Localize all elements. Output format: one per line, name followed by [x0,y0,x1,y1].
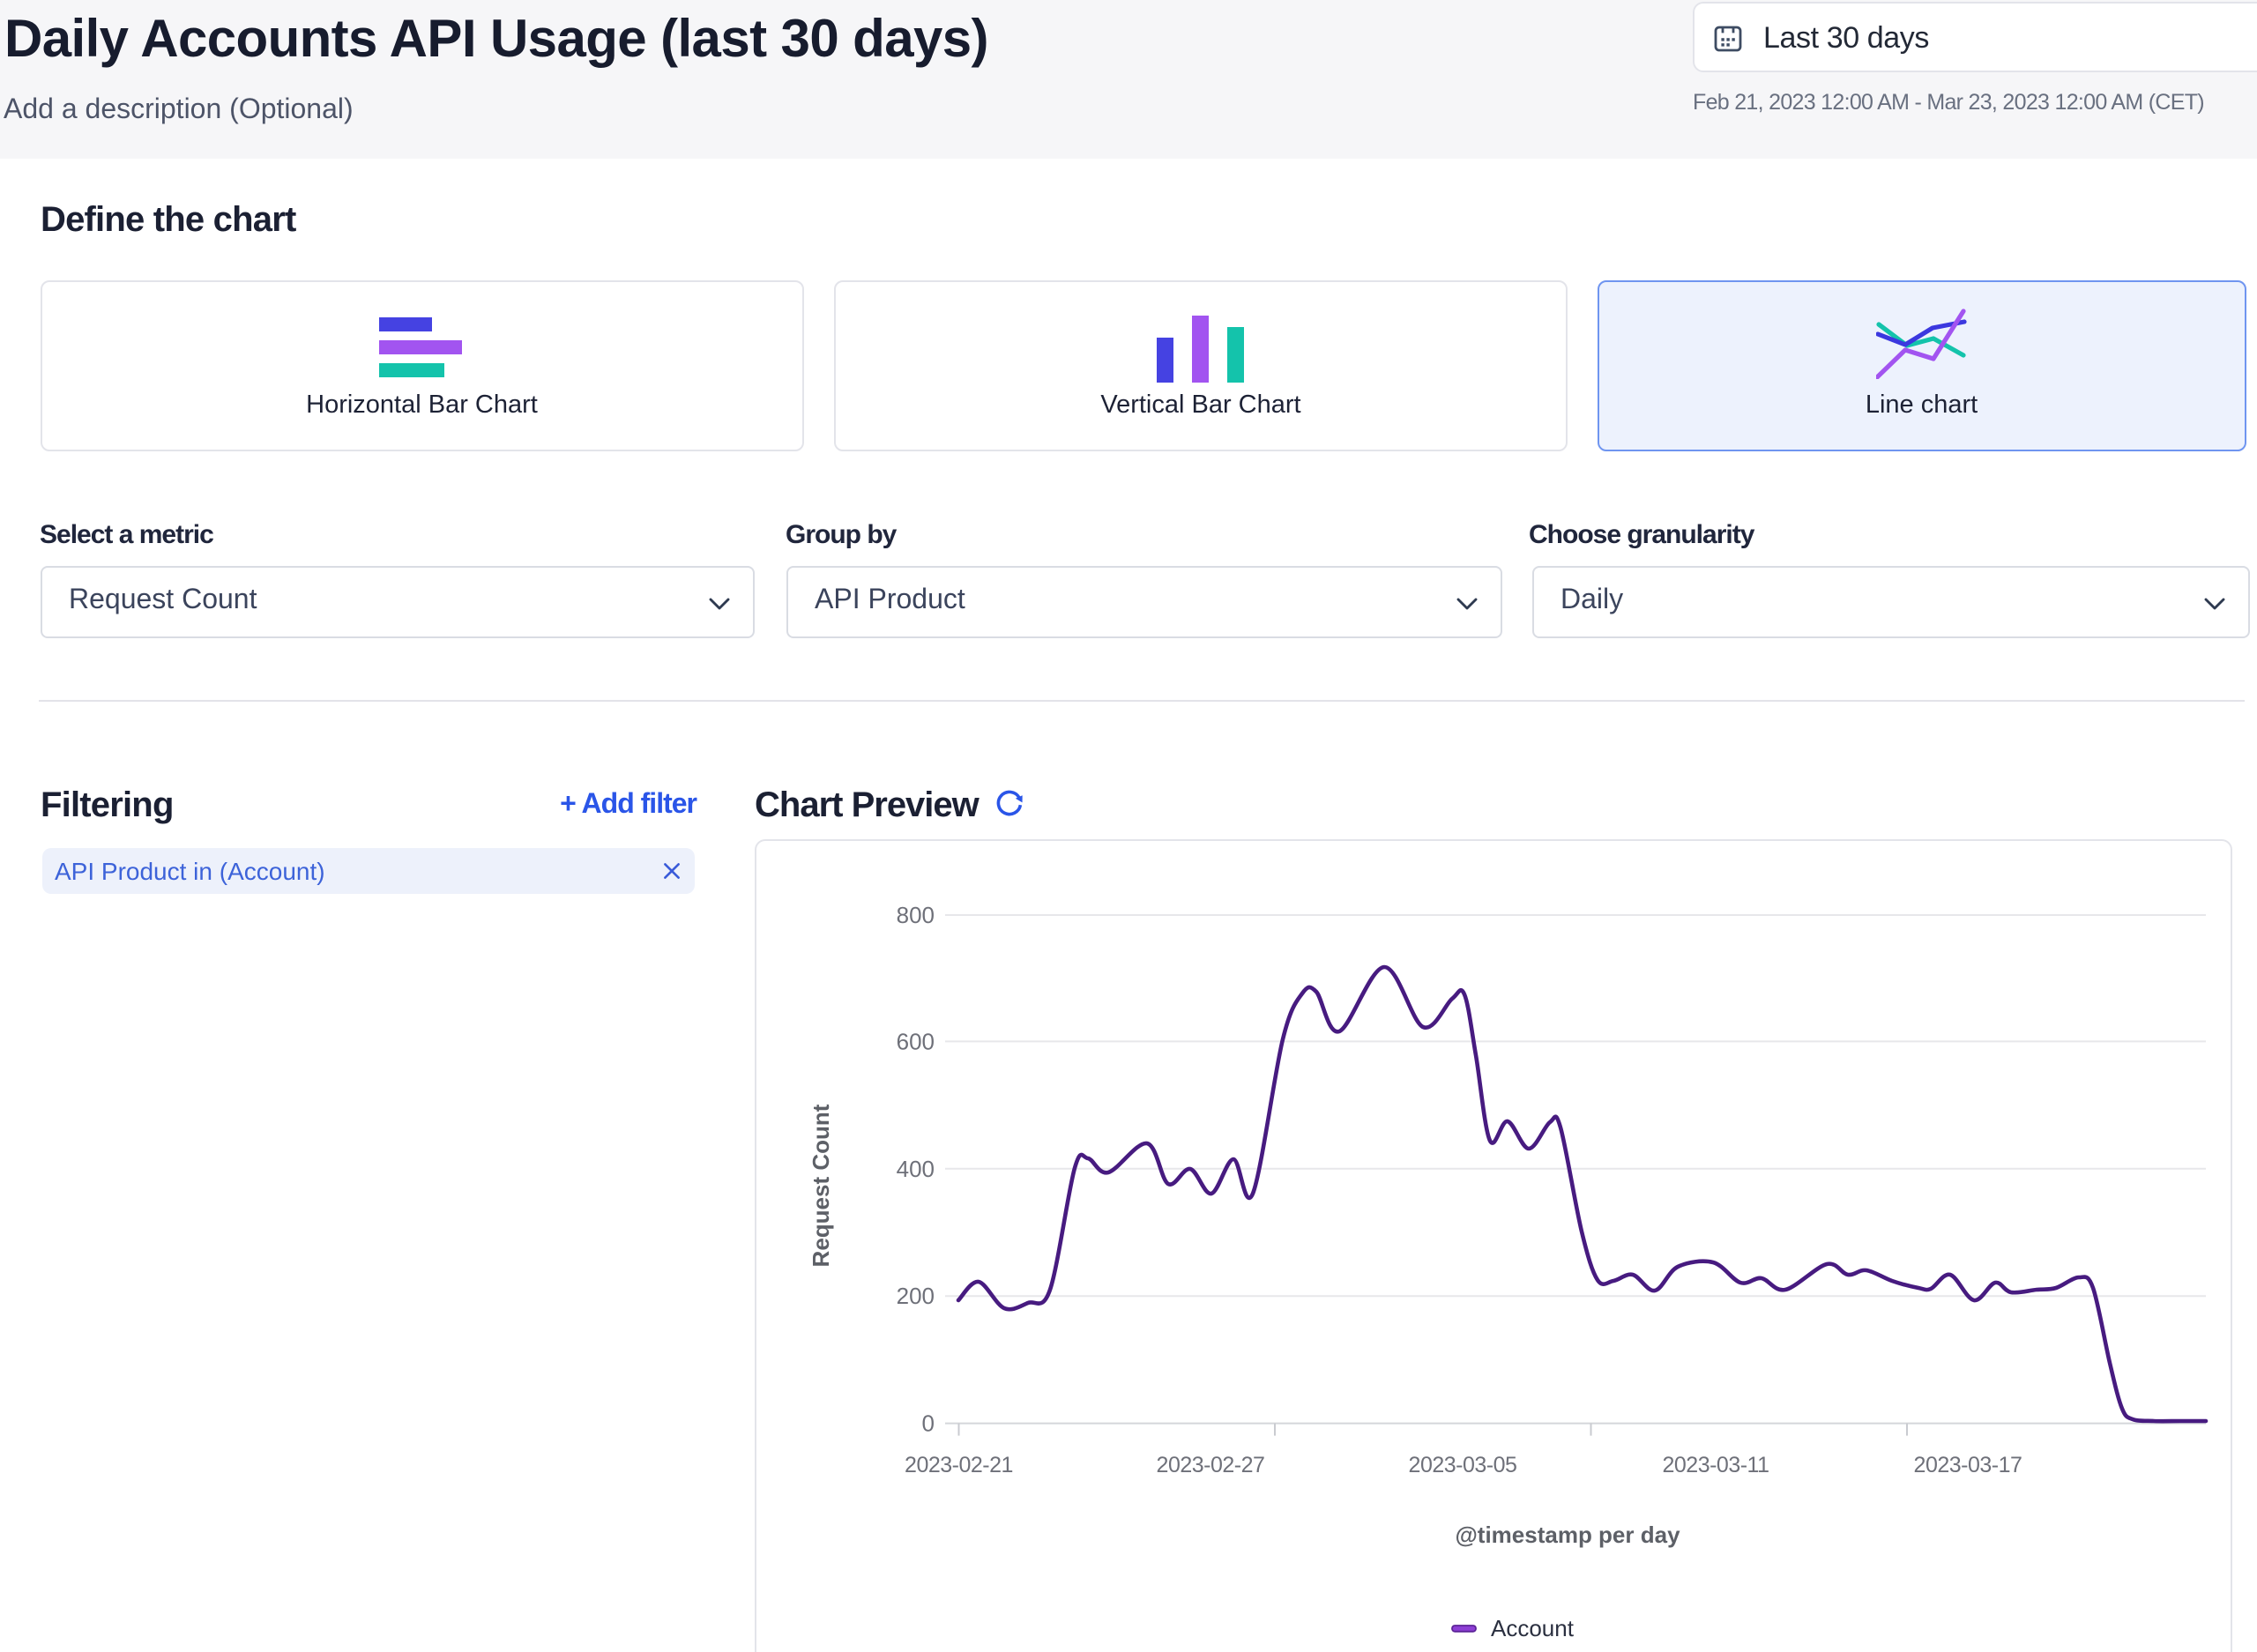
svg-text:600: 600 [896,1027,934,1053]
svg-text:@timestamp per day: @timestamp per day [1454,1521,1680,1547]
svg-text:2023-03-05: 2023-03-05 [1408,1452,1516,1477]
svg-text:Request Count: Request Count [807,1103,833,1266]
svg-text:0: 0 [921,1410,934,1436]
svg-text:800: 800 [896,901,934,927]
svg-text:Account: Account [1490,1614,1574,1641]
svg-text:2023-03-17: 2023-03-17 [1913,1452,2022,1477]
svg-text:2023-03-11: 2023-03-11 [1661,1452,1768,1477]
svg-text:2023-02-27: 2023-02-27 [1156,1452,1264,1477]
svg-text:200: 200 [896,1282,934,1308]
svg-text:400: 400 [896,1155,934,1181]
svg-text:2023-02-21: 2023-02-21 [904,1452,1012,1477]
